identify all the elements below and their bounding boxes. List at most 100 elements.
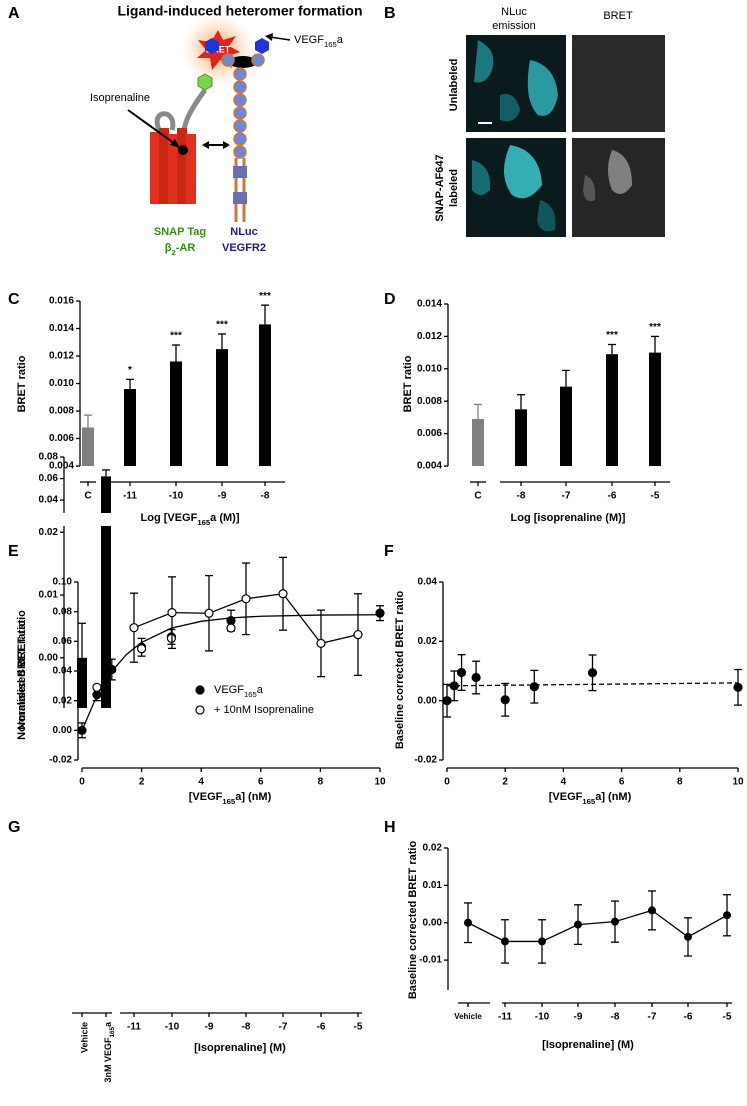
x-tick-label: -8 — [242, 1022, 251, 1033]
point — [449, 681, 459, 691]
line — [467, 909, 728, 943]
receptor-label: VEGFR2 — [222, 242, 266, 254]
y-tick-label: 0.08 — [39, 452, 59, 463]
ligand-label: Isoprenaline — [90, 92, 150, 104]
y-tick-label: 0.008 — [49, 406, 74, 417]
error-bar — [126, 378, 134, 389]
x-axis-label: [Isoprenaline] (M) — [194, 1042, 286, 1054]
point — [456, 667, 467, 678]
text-part: VEGF — [294, 34, 324, 46]
x-axis-label: [VEGF165a] (nM) — [549, 791, 632, 806]
y-tick-label: 0.00 — [423, 917, 443, 928]
error-bar — [608, 343, 616, 355]
panel-label: G — [8, 819, 20, 836]
y-tick-label: 0.04 — [53, 666, 73, 677]
panel-label: A — [8, 5, 20, 22]
point — [733, 682, 743, 692]
text-part: -AR — [176, 242, 196, 254]
significance: *** — [170, 331, 182, 342]
x-tick-label: -11 — [498, 1012, 512, 1023]
x-tick-label: 2 — [139, 777, 145, 788]
bar — [560, 386, 572, 466]
bar — [101, 526, 111, 708]
y-tick-label: 0.014 — [49, 323, 74, 334]
row-label: SNAP-AF647 — [434, 154, 446, 221]
y-tick-label: 0.01 — [423, 880, 443, 891]
x-tick-label: -9 — [574, 1012, 583, 1023]
point — [167, 608, 177, 618]
row-label: labeled — [448, 169, 460, 207]
column-header: BRET — [603, 10, 633, 22]
bar — [649, 352, 661, 466]
point — [648, 906, 656, 915]
y-tick-label: 0.014 — [417, 299, 442, 310]
point — [501, 937, 509, 946]
x-tick-label: C — [474, 491, 481, 502]
x-tick-label: 4 — [561, 777, 567, 788]
significance: *** — [649, 322, 661, 333]
point — [92, 682, 102, 692]
diagram: Ligand-induced heteromer formation BRET … — [90, 3, 363, 257]
significance: * — [128, 365, 132, 376]
column-header: emission — [492, 20, 535, 32]
x-tick-label: -8 — [261, 491, 270, 502]
point — [611, 917, 619, 926]
panel-label: E — [8, 543, 19, 560]
y-tick-label: 0.00 — [39, 652, 59, 663]
y-tick-label: 0.02 — [53, 695, 73, 706]
y-tick-label: 0.00 — [53, 725, 73, 736]
y-tick-label: 0.004 — [417, 461, 442, 472]
x-axis-label: [VEGF165a] (nM) — [189, 791, 272, 806]
point — [538, 937, 546, 946]
x-tick-label: -6 — [684, 1012, 693, 1023]
y-tick-label: 0.006 — [417, 428, 442, 439]
bar — [606, 354, 618, 466]
micrograph — [572, 138, 665, 237]
tag-linker — [181, 88, 208, 131]
arrow-head — [223, 141, 230, 149]
legend-marker — [195, 705, 205, 715]
y-tick-label: 0.02 — [39, 527, 59, 538]
point — [464, 918, 472, 927]
text-part: Log [VEGF — [141, 512, 198, 524]
vegf-hexagon — [205, 38, 219, 54]
ligand-dot — [178, 145, 188, 155]
point — [500, 695, 510, 705]
point — [375, 608, 385, 618]
diagram-title: Ligand-induced heteromer formation — [117, 3, 362, 19]
point — [204, 608, 214, 618]
significance: *** — [259, 291, 271, 302]
y-tick-label: 0.10 — [53, 577, 73, 588]
text-part: VEGF — [214, 684, 244, 696]
x-tick-label: -10 — [165, 1022, 180, 1033]
text-part: 165 — [197, 518, 211, 527]
error-bar — [78, 622, 86, 658]
text-part: 3nM VEGF — [103, 1037, 113, 1083]
point — [226, 615, 236, 626]
y-tick-label: 0.00 — [418, 695, 438, 706]
text-part: a (M)] — [210, 512, 240, 524]
x-tick-label: 8 — [677, 777, 683, 788]
x-tick-label: -7 — [562, 491, 571, 502]
column-header: NLuc — [501, 6, 527, 18]
y-tick-label: 0.04 — [418, 577, 438, 588]
x-tick-label: -5 — [354, 1022, 363, 1033]
bar — [124, 389, 136, 466]
x-tick-label: -10 — [535, 1012, 550, 1023]
y-tick-label: 0.012 — [417, 331, 442, 342]
x-tick-label: -5 — [723, 1012, 732, 1023]
error-bar — [474, 403, 482, 420]
vegfr2-stem — [233, 158, 247, 222]
arrow-head — [202, 141, 209, 149]
y-tick-label: 0.06 — [39, 473, 59, 484]
loop — [154, 111, 176, 134]
error-bar — [261, 304, 269, 325]
bar — [82, 427, 94, 466]
y-tick-label: -0.02 — [49, 755, 72, 766]
error-bar — [172, 344, 180, 362]
y-tick-label: 0.08 — [53, 606, 73, 617]
panel-label: C — [8, 291, 20, 308]
x-tick-label: -8 — [517, 491, 526, 502]
x-tick-label: -5 — [651, 491, 660, 502]
